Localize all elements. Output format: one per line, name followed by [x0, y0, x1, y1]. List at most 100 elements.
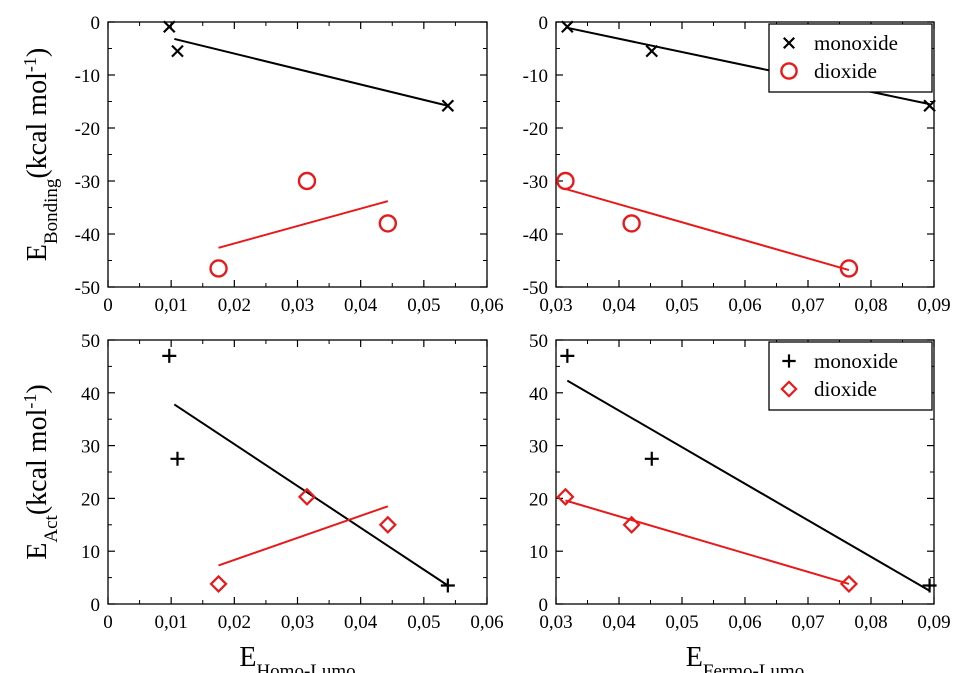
fit-line-dioxide: [218, 200, 389, 249]
y-tick-label: -30: [75, 172, 100, 193]
x-axis-label: EHomo-Lumo: [239, 642, 355, 673]
x-tick-label: 0,03: [539, 295, 572, 316]
data-point-monoxide: [162, 348, 177, 363]
data-point-dioxide: [378, 214, 398, 233]
y-tick-label: -10: [523, 66, 548, 87]
legend-label-monoxide: monoxide: [814, 31, 898, 55]
y-tick-label: 40: [81, 384, 100, 405]
legend-marker-dioxide: [780, 380, 798, 398]
y-tick-label: -50: [523, 278, 548, 299]
y-tick-label: 0: [91, 595, 101, 616]
data-point-monoxide: [561, 20, 574, 34]
x-tick-label: 0,05: [665, 295, 698, 316]
series-monoxide: [162, 348, 455, 593]
y-tick-label: -40: [75, 225, 100, 246]
y-tick-label: 0: [539, 13, 549, 34]
data-point-dioxide: [556, 171, 575, 191]
legend-box: [768, 23, 933, 93]
y-tick-label: -40: [523, 225, 548, 246]
data-point-monoxide: [162, 20, 176, 34]
y-tick-label: 10: [81, 542, 100, 563]
legend: monoxide dioxide: [768, 341, 933, 411]
x-tick-label: 0,05: [407, 612, 440, 633]
data-point-dioxide: [297, 487, 317, 506]
x-tick-label: 0,08: [854, 295, 887, 316]
y-tick-label: 0: [539, 595, 549, 616]
x-tick-label: 0,09: [917, 612, 950, 633]
legend-marker-dioxide: [780, 62, 798, 80]
data-point-monoxide: [171, 44, 184, 58]
data-point-dioxide: [839, 259, 859, 278]
fit-line-dioxide: [565, 499, 850, 585]
data-point-monoxide: [922, 578, 937, 593]
y-tick-label: 10: [529, 542, 548, 563]
x-tick-label: 0,03: [539, 612, 572, 633]
data-point-monoxide: [170, 451, 185, 466]
panel-bottom-right: 0,03 0,04 0,05 0,06 0,07 0,08 0,09 0 10 20 30 40 50 m…: [529, 331, 951, 673]
x-tick-label: 0,04: [344, 295, 378, 316]
x-tick-label: 0,03: [281, 612, 314, 633]
y-tick-label: 20: [81, 489, 100, 510]
fit-line-dioxide: [565, 187, 850, 272]
y-tick-label: 40: [529, 384, 548, 405]
series-monoxide: [560, 348, 937, 593]
fit-line-monoxide: [174, 37, 449, 107]
fit-line-monoxide: [566, 379, 931, 592]
y-tick-label: 50: [81, 331, 100, 352]
y-tick-label: -20: [75, 119, 100, 140]
series-dioxide: [556, 171, 859, 278]
data-point-dioxide: [556, 487, 575, 506]
x-tick-label: 0,07: [791, 612, 824, 633]
data-point-dioxide: [209, 574, 228, 593]
legend-box: [768, 341, 933, 411]
x-tick-label: 0,06: [728, 612, 761, 633]
x-tick-label: 0,02: [218, 295, 251, 316]
panel-bottom-left: 0 0,01 0,02 0,03 0,04 0,05 0,06 0 10 20 30 40 50 EAct…: [20, 331, 504, 673]
x-tick-label: 0,03: [281, 295, 314, 316]
x-tick-label: 0,04: [602, 295, 636, 316]
series-dioxide: [556, 487, 859, 593]
x-tick-label: 0,04: [602, 612, 636, 633]
data-point-monoxide: [560, 348, 575, 363]
y-tick-label: 20: [529, 489, 548, 510]
x-tick-label: 0,09: [917, 295, 950, 316]
x-axis-label: EFermo-Lumo: [686, 642, 804, 673]
series-monoxide: [162, 20, 455, 113]
legend-label-dioxide: dioxide: [814, 377, 877, 401]
legend-label-monoxide: monoxide: [814, 349, 898, 373]
legend-marker-monoxide: [782, 36, 796, 50]
x-tick-label: 0,05: [407, 295, 440, 316]
panel-top-right: 0,03 0,04 0,05 0,06 0,07 0,08 0,09 0 -10 -20 -30 -4…: [523, 13, 951, 316]
x-tick-label: 0,07: [791, 295, 824, 316]
y-tick-label: 30: [81, 437, 100, 458]
data-point-monoxide: [644, 451, 659, 466]
y-tick-label: -30: [523, 172, 548, 193]
x-tick-label: 0,08: [854, 612, 887, 633]
data-point-dioxide: [622, 515, 641, 534]
x-tick-label: 0,01: [155, 612, 188, 633]
x-tick-label: 0: [103, 295, 113, 316]
y-axis-label: EAct(kcal mol-1): [20, 384, 62, 559]
y-tick-label: 50: [529, 331, 548, 352]
x-tick-label: 0,01: [155, 295, 188, 316]
legend-label-dioxide: dioxide: [814, 59, 877, 83]
plot-frame: [107, 339, 488, 605]
data-point-monoxide: [440, 578, 455, 593]
x-tick-label: 0,04: [344, 612, 378, 633]
data-point-dioxide: [622, 214, 641, 233]
data-point-dioxide: [378, 515, 397, 534]
plot-frame: [107, 21, 488, 288]
data-point-dioxide: [297, 171, 317, 191]
y-axis-label: EBonding(kcal mol-1): [20, 48, 62, 261]
x-tick-label: 0: [103, 612, 113, 633]
y-tick-label: -50: [75, 278, 100, 299]
y-tick-label: 30: [529, 437, 548, 458]
series-dioxide: [209, 171, 398, 278]
y-tick-label: -20: [523, 119, 548, 140]
data-point-monoxide: [441, 99, 455, 113]
x-tick-label: 0,02: [218, 612, 251, 633]
x-tick-label: 0,06: [728, 295, 761, 316]
x-tick-label: 0,06: [470, 612, 503, 633]
x-tick-label: 0,05: [665, 612, 698, 633]
